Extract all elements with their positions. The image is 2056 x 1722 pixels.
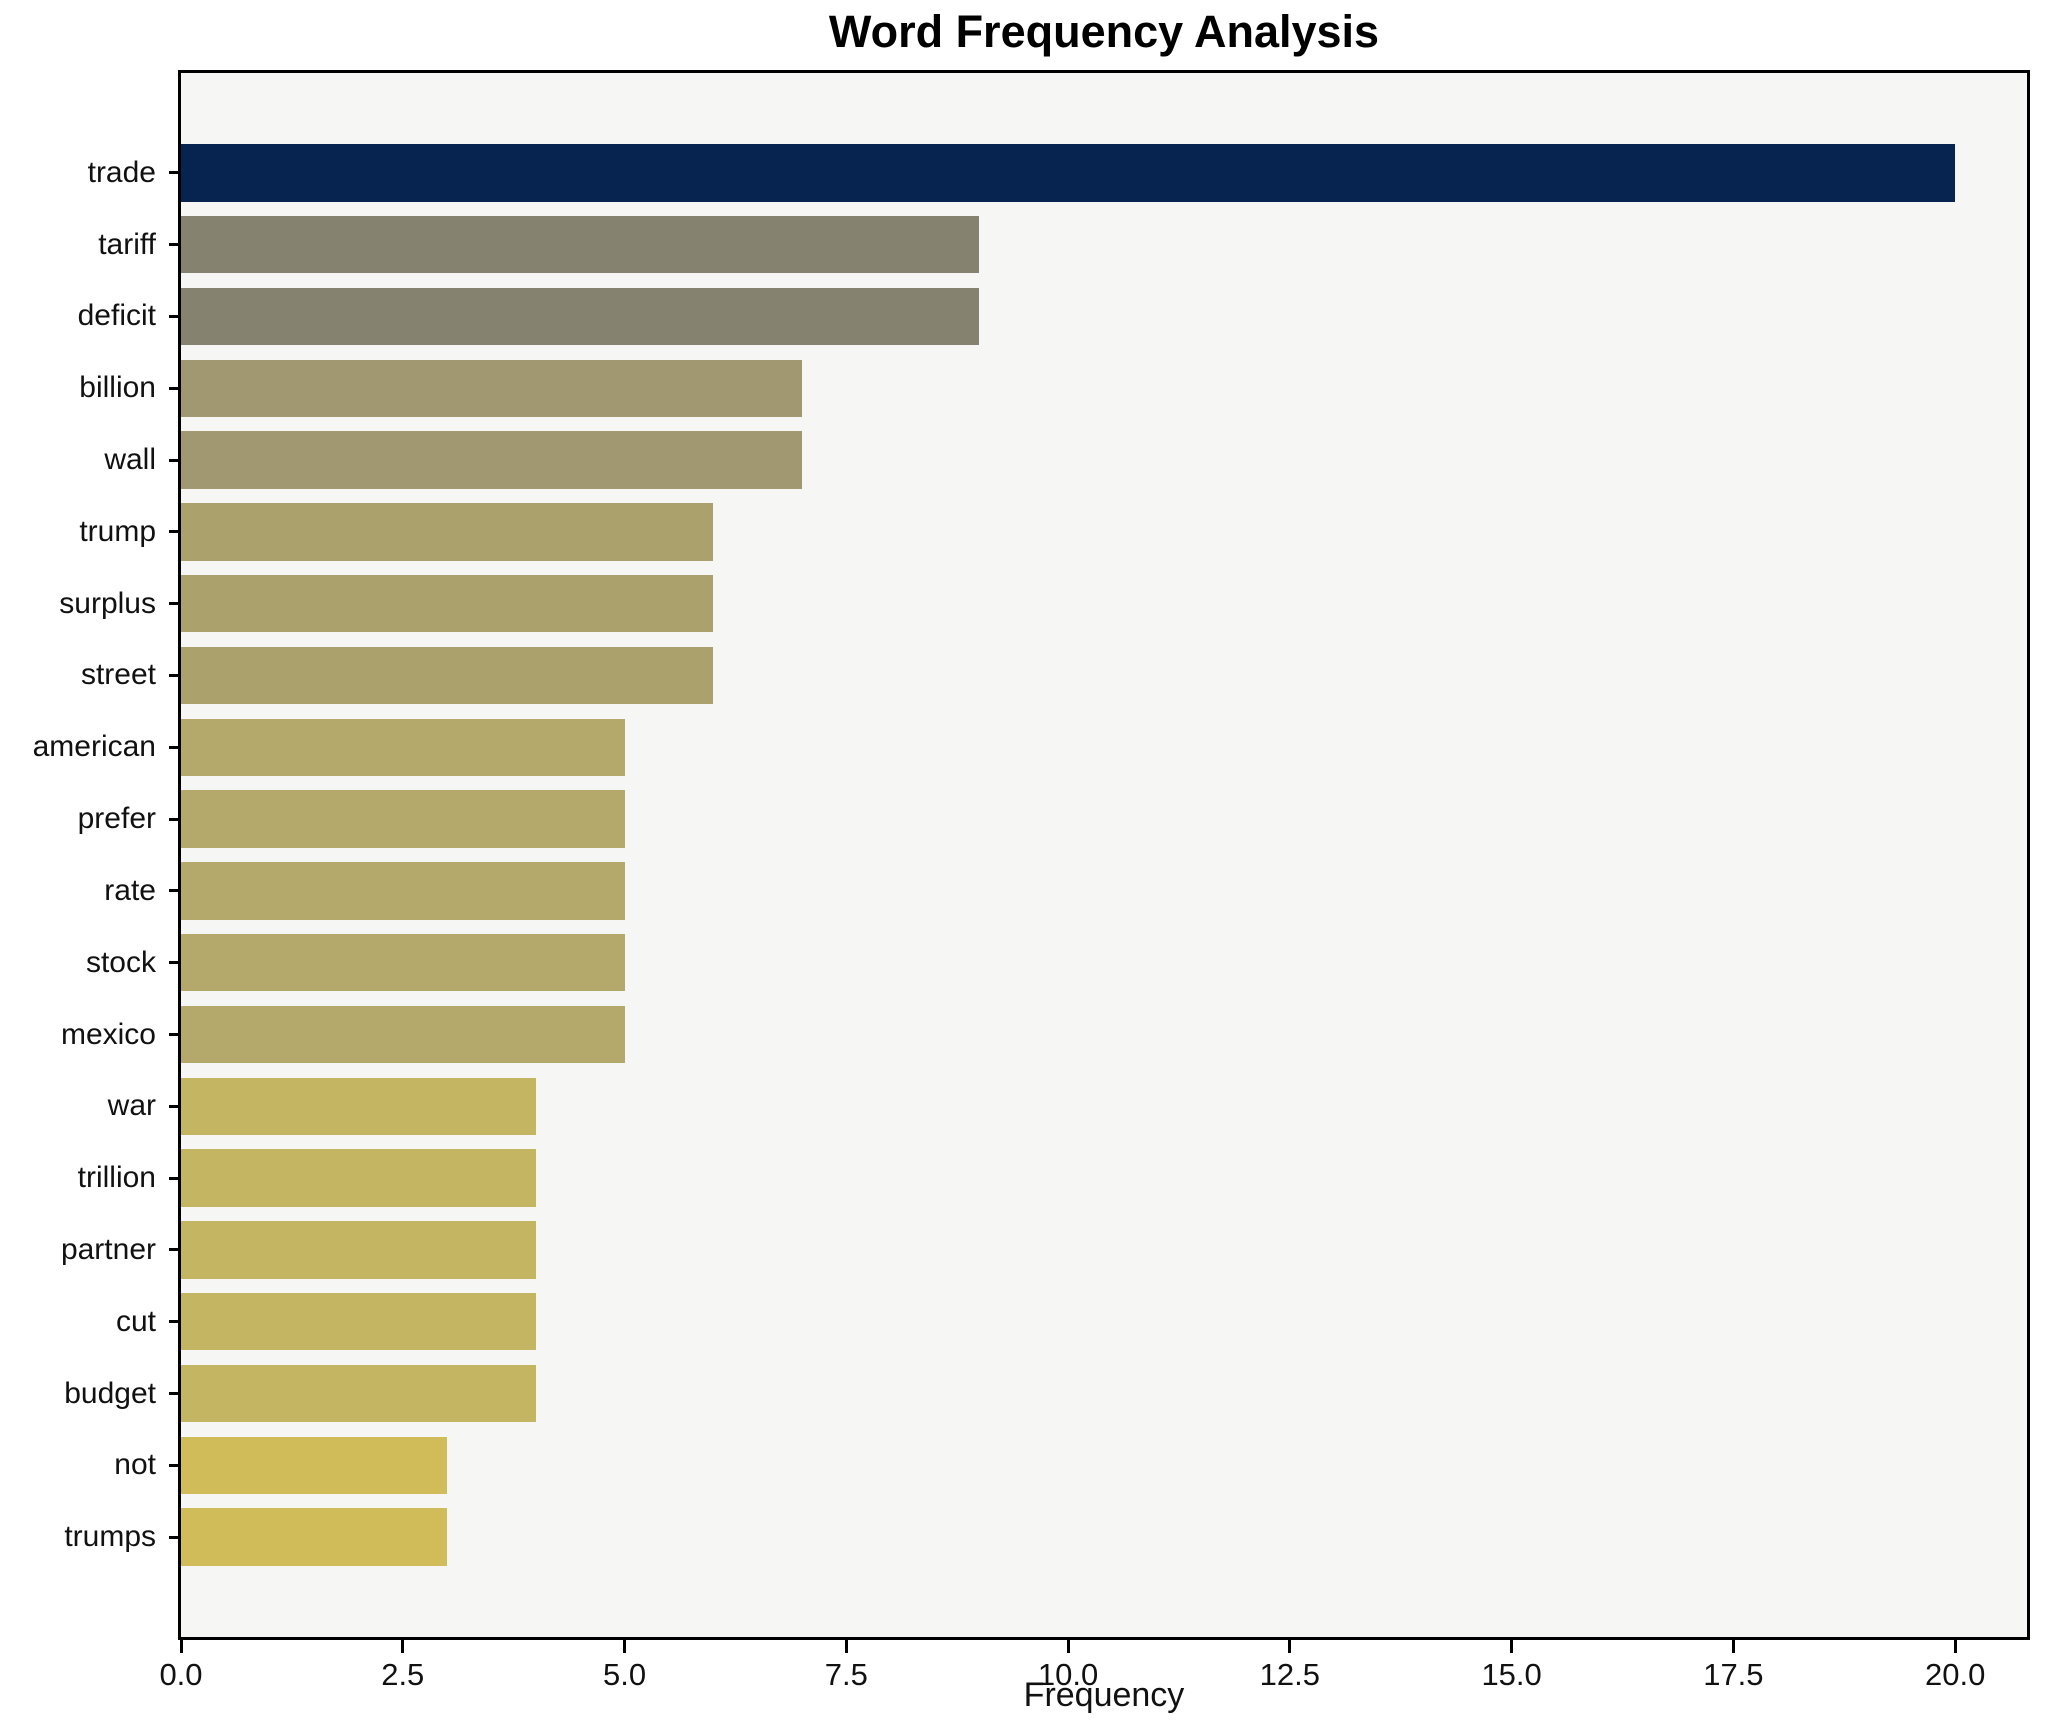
ytick-label-rate: rate: [104, 873, 156, 907]
x-tick-mark: [623, 1640, 627, 1653]
ytick-label-war: war: [107, 1089, 156, 1123]
ytick-label-mexico: mexico: [60, 1017, 156, 1051]
ytick-label-stock: stock: [85, 945, 156, 979]
bar-prefer: [181, 790, 625, 848]
x-tick-mark: [1066, 1640, 1070, 1653]
ytick-label-trillion: trillion: [77, 1161, 156, 1195]
bar-surplus: [181, 574, 714, 633]
ytick-label-partner: partner: [60, 1232, 156, 1266]
xtick-label: 12.5: [1259, 1657, 1320, 1692]
y-tick-mark: [169, 1104, 181, 1108]
y-tick-mark: [169, 243, 181, 247]
y-tick-mark: [169, 1463, 181, 1467]
bar-tariff: [181, 215, 980, 274]
ytick-label-wall: wall: [104, 443, 156, 477]
x-tick-mark: [1510, 1640, 1514, 1653]
ytick-label-street: street: [80, 658, 156, 692]
plot-area: [178, 70, 2030, 1640]
ytick-label-billion: billion: [79, 371, 156, 405]
ytick-label-trade: trade: [87, 155, 156, 189]
bar-american: [181, 718, 625, 776]
xtick-label: 17.5: [1703, 1657, 1764, 1692]
bar-rate: [181, 862, 625, 920]
y-tick-mark: [169, 458, 181, 462]
x-tick-mark: [1953, 1640, 1957, 1653]
xtick-label: 7.5: [824, 1657, 868, 1692]
y-tick-mark: [169, 1535, 181, 1539]
y-tick-mark: [169, 530, 181, 534]
y-tick-mark: [169, 314, 181, 318]
bar-wall: [181, 431, 802, 489]
y-tick-mark: [169, 1176, 181, 1180]
ytick-label-cut: cut: [115, 1304, 156, 1338]
ytick-label-surplus: surplus: [59, 586, 156, 620]
x-tick-mark: [844, 1640, 848, 1653]
ytick-label-deficit: deficit: [77, 299, 156, 333]
x-axis-label: Frequency: [1023, 1676, 1185, 1714]
bar-partner: [181, 1221, 536, 1279]
xtick-label: 0.0: [159, 1657, 203, 1692]
y-tick-mark: [169, 1392, 181, 1396]
bar-street: [181, 646, 714, 705]
bar-trumps: [181, 1508, 448, 1566]
bar-cut: [181, 1293, 536, 1351]
xtick-label: 10.0: [1037, 1657, 1099, 1692]
y-tick-mark: [169, 386, 181, 390]
xtick-label: 5.0: [602, 1657, 647, 1692]
bar-trade: [181, 144, 1956, 202]
ytick-label-trump: trump: [79, 514, 156, 548]
x-tick-mark: [1288, 1640, 1292, 1653]
ytick-label-prefer: prefer: [77, 802, 156, 836]
y-tick-mark: [169, 602, 181, 606]
y-tick-mark: [169, 817, 181, 821]
ytick-label-trumps: trumps: [64, 1520, 156, 1554]
ytick-label-american: american: [32, 730, 156, 764]
bar-trump: [181, 503, 714, 561]
bar-stock: [181, 933, 625, 992]
bar-trillion: [181, 1149, 536, 1207]
bar-mexico: [181, 1005, 625, 1064]
y-tick-mark: [169, 673, 181, 677]
xtick-label: 15.0: [1481, 1657, 1542, 1692]
x-tick-mark: [1731, 1640, 1735, 1653]
ytick-label-not: not: [114, 1448, 156, 1482]
bar-not: [181, 1436, 448, 1495]
bar-budget: [181, 1364, 536, 1423]
bar-war: [181, 1077, 536, 1136]
xtick-label: 20.0: [1924, 1657, 1986, 1692]
y-tick-mark: [169, 1033, 181, 1037]
xtick-label: 2.5: [381, 1657, 425, 1692]
y-tick-mark: [169, 1320, 181, 1324]
y-tick-mark: [169, 1248, 181, 1252]
y-tick-mark: [169, 171, 181, 175]
ytick-label-tariff: tariff: [98, 227, 156, 261]
bar-deficit: [181, 287, 980, 346]
y-tick-mark: [169, 889, 181, 893]
x-tick-mark: [401, 1640, 405, 1653]
y-tick-mark: [169, 961, 181, 965]
x-tick-mark: [179, 1640, 183, 1653]
chart-title: Word Frequency Analysis: [828, 6, 1380, 57]
bar-billion: [181, 359, 802, 417]
y-tick-mark: [169, 745, 181, 749]
ytick-label-budget: budget: [64, 1376, 156, 1410]
